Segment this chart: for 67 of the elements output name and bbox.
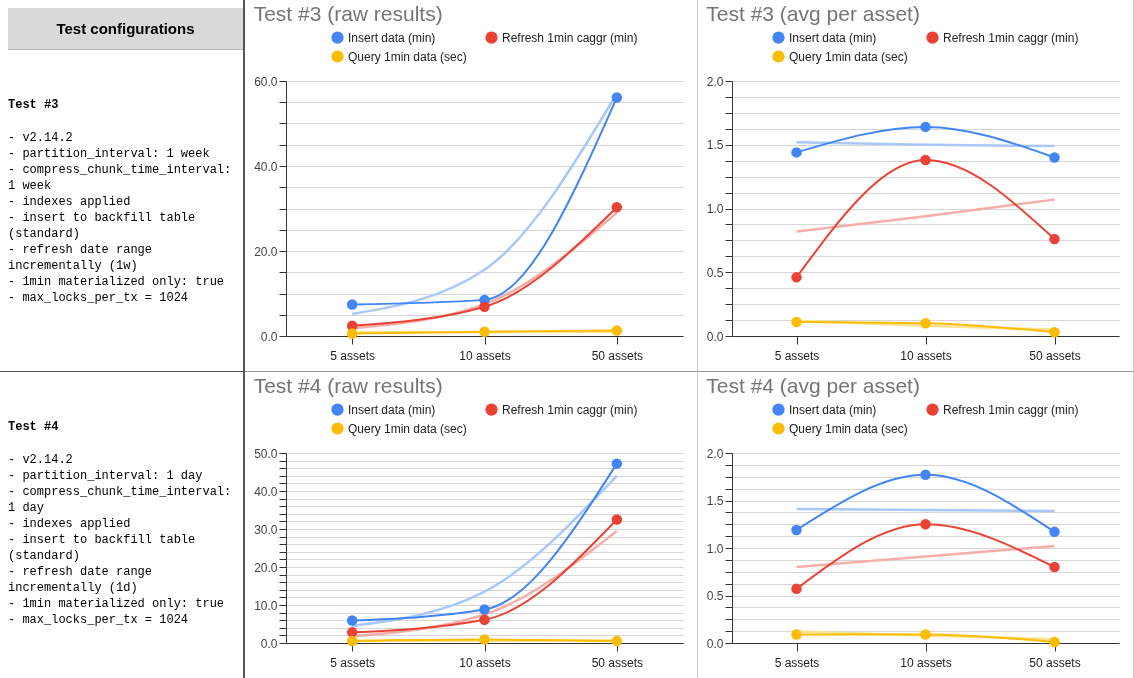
text: - indexes applied — [8, 516, 132, 532]
text: - insert to backfill table (standard) — [8, 210, 197, 242]
y-tick-label: 0.0 — [706, 329, 724, 344]
legend-label: Refresh 1min caggr (min) — [943, 30, 1079, 45]
y-tick-label: 0.0 — [260, 329, 278, 344]
y-tick-label: 50.0 — [254, 446, 278, 461]
legend-label: Insert data (min) — [348, 402, 436, 417]
text: Test #3 — [8, 98, 60, 112]
chart-title: Test #4 (avg per asset) — [706, 374, 920, 397]
x-tick-label: 5 assets — [774, 655, 820, 670]
x-tick-label: 50 assets — [591, 348, 644, 363]
text: - max_locks_per_tx = 1024 — [8, 612, 190, 628]
y-tick-label: 0.0 — [260, 636, 278, 651]
text: - 1min materialized only: true — [8, 274, 226, 290]
legend-label: Insert data (min) — [348, 30, 436, 45]
legend-label: Refresh 1min caggr (min) — [502, 402, 638, 417]
x-tick-label: 10 assets — [459, 348, 511, 363]
y-tick-label: 0.5 — [706, 265, 724, 280]
legend-label: Insert data (min) — [789, 402, 877, 417]
y-tick-label: 1.5 — [706, 138, 724, 153]
x-tick-label: 10 assets — [459, 655, 511, 670]
x-tick-label: 5 assets — [774, 348, 820, 363]
y-tick-label: 1.5 — [706, 494, 724, 508]
x-tick-label: 50 assets — [591, 655, 644, 670]
legend-label: Insert data (min) — [789, 30, 877, 45]
y-tick-label: 0.0 — [706, 636, 724, 651]
legend-label: Refresh 1min caggr (min) — [943, 402, 1079, 417]
chart-title: Test #3 (raw results) — [253, 2, 443, 25]
y-tick-label: 2.0 — [706, 446, 724, 461]
text: - compress_chunk_time_interval: 1 week — [8, 162, 233, 194]
legend-label: Refresh 1min caggr (min) — [502, 30, 638, 45]
x-tick-label: 10 assets — [900, 655, 952, 670]
text: - compress_chunk_time_interval: 1 day — [8, 484, 233, 516]
x-tick-label: 10 assets — [900, 348, 952, 363]
y-tick-label: 1.0 — [706, 202, 724, 216]
y-tick-label: 0.5 — [706, 589, 724, 603]
text: - 1min materialized only: true — [8, 596, 226, 612]
x-tick-label: 50 assets — [1029, 348, 1081, 363]
y-tick-label: 2.0 — [706, 74, 724, 89]
text: Test #4 — [8, 420, 60, 434]
text: - insert to backfill table (standard) — [8, 532, 197, 564]
y-tick-label: 40.0 — [254, 159, 278, 174]
text: - partition_interval: 1 week — [8, 146, 211, 162]
chart-title: Test #4 (raw results) — [253, 374, 443, 397]
text: - max_locks_per_tx = 1024 — [8, 290, 190, 306]
y-tick-label: 1.0 — [706, 541, 724, 556]
legend-label: Query 1min data (sec) — [789, 421, 908, 436]
legend-label: Query 1min data (sec) — [348, 421, 467, 436]
y-tick-label: 60.0 — [254, 74, 278, 89]
y-tick-label: 40.0 — [254, 484, 278, 499]
text: - refresh date range incrementally (1w) — [8, 242, 154, 274]
x-tick-label: 5 assets — [330, 655, 376, 670]
text: - refresh date range incrementally (1d) — [8, 564, 154, 596]
text: - v2.14.2 — [8, 130, 74, 146]
text: - indexes applied — [8, 194, 132, 210]
text: Test configurations — [8, 8, 243, 50]
x-tick-label: 50 assets — [1029, 655, 1081, 670]
y-tick-label: 30.0 — [254, 522, 278, 537]
y-tick-label: 10.0 — [254, 598, 278, 613]
chart-title: Test #3 (avg per asset) — [706, 2, 920, 25]
legend-label: Query 1min data (sec) — [789, 49, 908, 64]
y-tick-label: 20.0 — [254, 560, 278, 575]
x-tick-label: 5 assets — [330, 348, 376, 363]
text: - partition_interval: 1 day — [8, 468, 204, 484]
text: - v2.14.2 — [8, 452, 74, 468]
y-tick-label: 20.0 — [254, 244, 278, 259]
legend-label: Query 1min data (sec) — [348, 49, 467, 64]
